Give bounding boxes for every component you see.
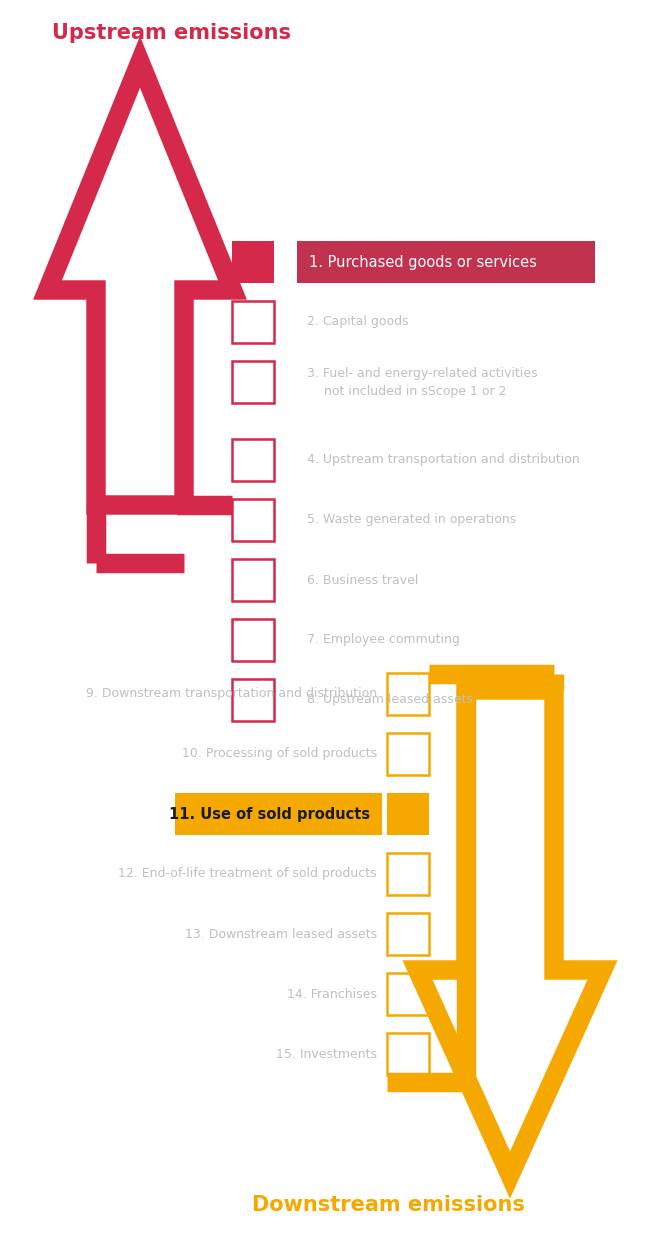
Text: 5. Waste generated in operations: 5. Waste generated in operations	[307, 513, 516, 527]
Text: 15. Investments: 15. Investments	[276, 1047, 377, 1061]
Text: 4. Upstream transportation and distribution: 4. Upstream transportation and distribut…	[307, 454, 580, 467]
Text: 7. Employee commuting: 7. Employee commuting	[307, 633, 460, 647]
Text: not included in sScope 1 or 2: not included in sScope 1 or 2	[324, 385, 506, 399]
Text: 9. Downstream transportation and distribution: 9. Downstream transportation and distrib…	[86, 688, 377, 701]
Text: 8. Upstream leased assets: 8. Upstream leased assets	[307, 693, 473, 707]
FancyBboxPatch shape	[387, 793, 429, 834]
Text: 10. Processing of sold products: 10. Processing of sold products	[182, 748, 377, 761]
FancyBboxPatch shape	[297, 241, 595, 283]
FancyBboxPatch shape	[232, 241, 274, 283]
Text: Upstream emissions: Upstream emissions	[52, 23, 291, 43]
FancyBboxPatch shape	[175, 793, 382, 834]
Text: 12. End-of-life treatment of sold products: 12. End-of-life treatment of sold produc…	[118, 867, 377, 881]
Text: 6. Business travel: 6. Business travel	[307, 573, 419, 587]
Text: Downstream emissions: Downstream emissions	[251, 1195, 524, 1215]
Text: 13. Downstream leased assets: 13. Downstream leased assets	[185, 927, 377, 941]
Text: 1. Purchased goods or services: 1. Purchased goods or services	[309, 254, 537, 269]
Text: 3. Fuel- and energy-related activities: 3. Fuel- and energy-related activities	[307, 367, 538, 379]
Text: 14. Franchises: 14. Franchises	[287, 987, 377, 1001]
Text: 11. Use of sold products: 11. Use of sold products	[169, 807, 370, 822]
Text: 2. Capital goods: 2. Capital goods	[307, 315, 409, 329]
